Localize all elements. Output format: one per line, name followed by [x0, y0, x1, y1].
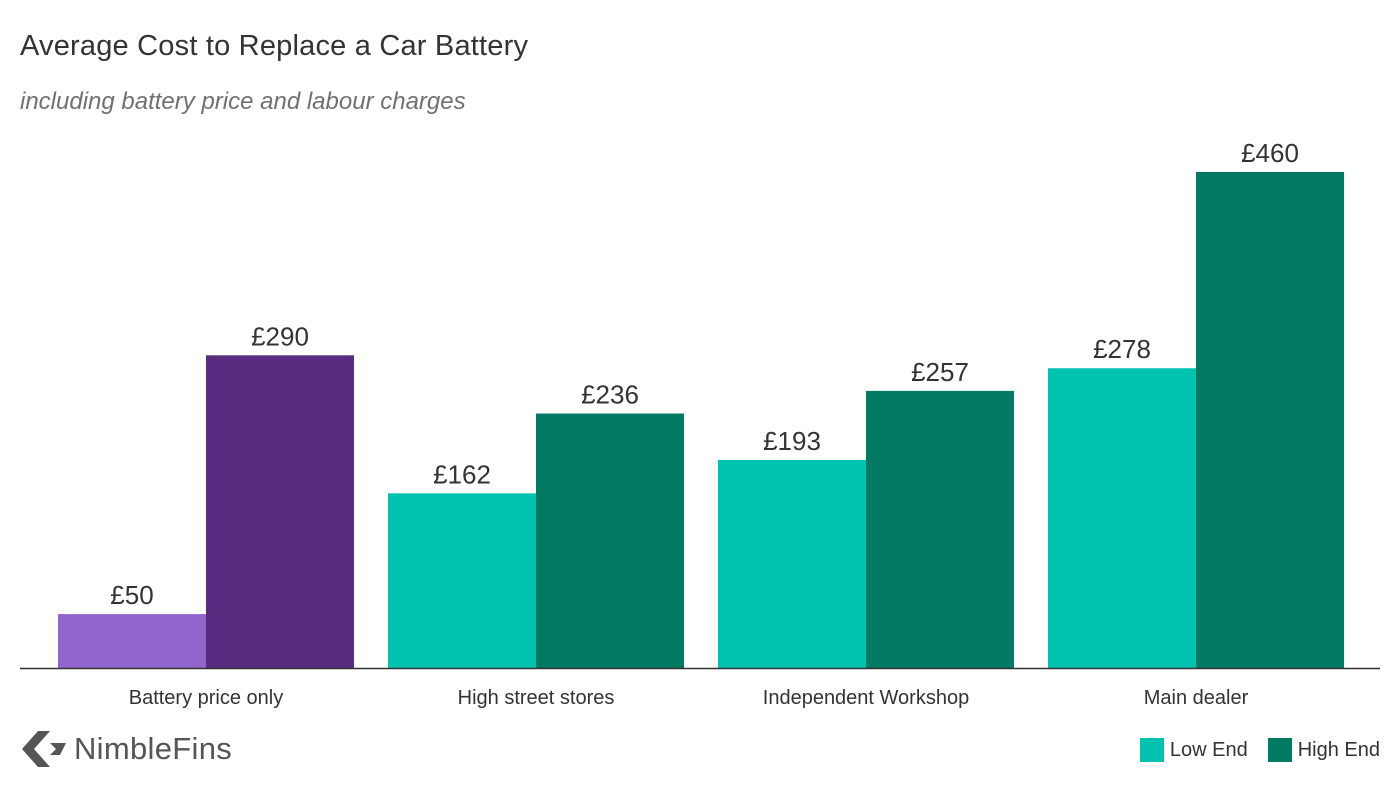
x-tick-label-3: Independent Workshop — [763, 687, 969, 709]
legend: Low End High End — [1120, 738, 1380, 762]
data-label-high-1: £290 — [251, 321, 309, 351]
bar-low-4 — [1048, 368, 1196, 668]
bar-low-2 — [388, 493, 536, 668]
data-label-high-3: £257 — [911, 357, 969, 387]
bar-low-1 — [58, 614, 206, 668]
brand-logo: NimbleFins — [20, 727, 232, 771]
x-tick-label-4: Main dealer — [1144, 687, 1249, 709]
bar-high-4 — [1196, 172, 1344, 668]
bar-chart: £50 £290 Battery price only £162 £236 High st… — [20, 138, 1380, 709]
data-label-low-4: £278 — [1093, 334, 1151, 364]
bar-low-3 — [718, 459, 866, 668]
x-tick-label-1: Battery price only — [129, 687, 284, 709]
x-tick-label-2: High street stores — [458, 687, 615, 709]
legend-swatch-high — [1267, 738, 1292, 762]
bar-high-3 — [866, 390, 1014, 668]
legend-item-high: High End — [1267, 738, 1380, 762]
chart-subtitle: including battery price and labour charg… — [20, 88, 466, 115]
legend-label-high: High End — [1297, 738, 1380, 761]
legend-item-low: Low End — [1139, 738, 1248, 762]
bar-high-2 — [536, 413, 684, 668]
data-label-low-1: £50 — [110, 580, 153, 610]
brand-name: NimbleFins — [74, 731, 233, 766]
data-label-low-2: £162 — [433, 459, 491, 489]
data-label-high-2: £236 — [581, 380, 639, 410]
legend-label-low: Low End — [1169, 738, 1248, 761]
bar-high-1 — [206, 355, 354, 668]
data-label-high-4: £460 — [1241, 138, 1299, 168]
chart-title: Average Cost to Replace a Car Battery — [20, 30, 529, 62]
legend-swatch-low — [1139, 738, 1164, 762]
data-label-low-3: £193 — [763, 426, 821, 456]
nimblefins-logo-icon — [22, 731, 66, 767]
